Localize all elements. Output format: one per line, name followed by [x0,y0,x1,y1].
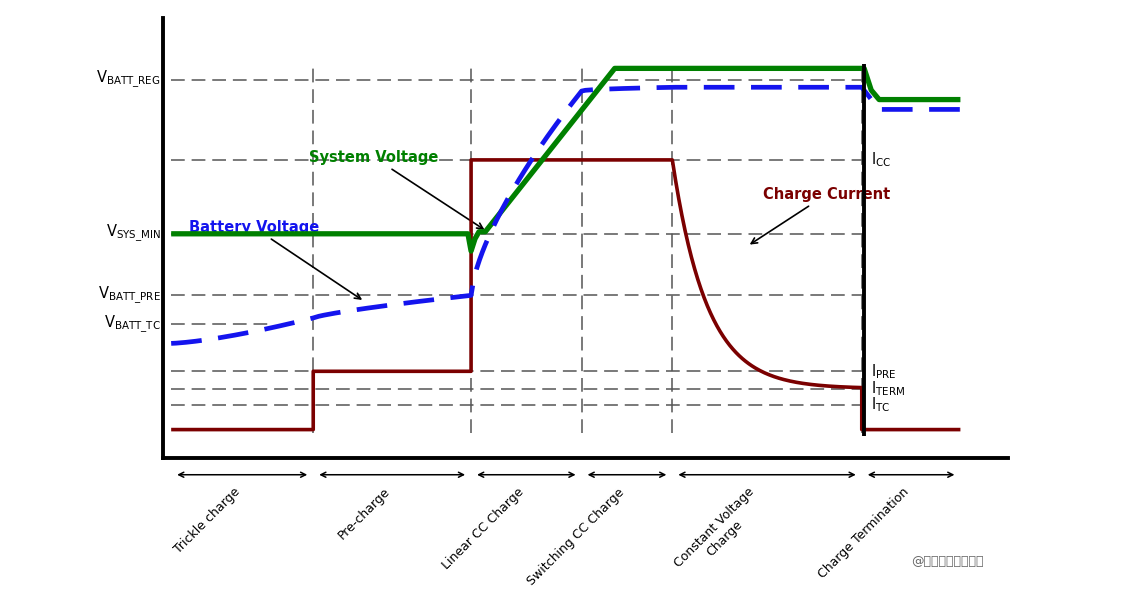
Text: $\mathsf{V_{BATT\_REG}}$: $\mathsf{V_{BATT\_REG}}$ [97,70,161,90]
Text: System Voltage: System Voltage [310,150,483,229]
Text: Charge Termination: Charge Termination [815,486,911,581]
Text: Switching CC Charge: Switching CC Charge [525,486,627,587]
Text: $\mathsf{I_{CC}}$: $\mathsf{I_{CC}}$ [872,151,892,169]
Text: $\mathsf{V_{SYS\_MIN}}$: $\mathsf{V_{SYS\_MIN}}$ [106,223,161,244]
Text: Battery Voltage: Battery Voltage [188,220,360,299]
Text: Linear CC Charge: Linear CC Charge [440,486,526,572]
Text: Trickle charge: Trickle charge [171,486,242,556]
Text: $\mathsf{I_{TERM}}$: $\mathsf{I_{TERM}}$ [872,379,905,398]
Text: $\mathsf{I_{PRE}}$: $\mathsf{I_{PRE}}$ [872,362,896,381]
Text: Constant Voltage
Charge: Constant Voltage Charge [671,486,767,581]
Text: $\mathsf{I_{TC}}$: $\mathsf{I_{TC}}$ [872,396,891,414]
Text: $\mathsf{V_{BATT\_PRE}}$: $\mathsf{V_{BATT\_PRE}}$ [98,285,161,306]
Text: Pre-charge: Pre-charge [336,486,392,542]
Text: $\mathsf{V_{BATT\_TC}}$: $\mathsf{V_{BATT\_TC}}$ [105,314,161,335]
Text: @稀土掘金技术社区: @稀土掘金技术社区 [912,555,984,569]
Text: Charge Current: Charge Current [751,187,891,243]
